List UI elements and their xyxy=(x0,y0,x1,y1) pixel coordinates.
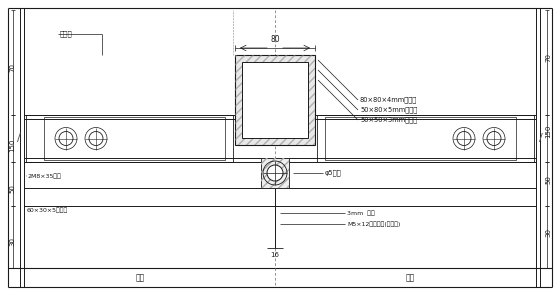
Text: M5×12不锈锤钉(住建候): M5×12不锈锤钉(住建候) xyxy=(347,221,400,227)
Bar xyxy=(242,62,308,138)
Bar xyxy=(261,158,289,188)
Bar xyxy=(44,117,225,160)
Text: 150: 150 xyxy=(9,138,15,152)
Text: 16: 16 xyxy=(270,252,279,258)
Bar xyxy=(235,55,315,145)
Text: 30: 30 xyxy=(9,237,15,246)
Text: 80×80×4mm角铝管: 80×80×4mm角铝管 xyxy=(360,97,417,103)
Text: 150: 150 xyxy=(545,125,551,138)
Bar xyxy=(261,158,289,188)
Text: 结构层: 结构层 xyxy=(60,31,73,37)
Text: /: / xyxy=(17,134,21,143)
Text: /: / xyxy=(539,134,543,143)
Text: 50: 50 xyxy=(9,184,15,193)
Text: 50: 50 xyxy=(545,175,551,184)
Circle shape xyxy=(487,132,501,145)
Text: 30: 30 xyxy=(545,228,551,237)
Text: φ5铆铉: φ5铆铉 xyxy=(325,170,342,176)
Text: 70: 70 xyxy=(545,53,551,63)
Circle shape xyxy=(89,132,103,145)
Text: 剪切: 剪切 xyxy=(405,273,414,283)
Bar xyxy=(317,115,534,162)
Circle shape xyxy=(457,132,471,145)
Bar xyxy=(26,115,233,162)
Text: 3mm  转材: 3mm 转材 xyxy=(347,210,375,216)
Bar xyxy=(325,117,516,160)
Text: 70: 70 xyxy=(9,63,15,71)
Text: 50×50×3mm角铝管: 50×50×3mm角铝管 xyxy=(360,117,417,123)
Text: 60×30×5槽铝滑: 60×30×5槽铝滑 xyxy=(27,207,68,213)
Text: 50×80×5mm角铝管: 50×80×5mm角铝管 xyxy=(360,107,417,113)
Text: 80: 80 xyxy=(270,35,280,44)
Circle shape xyxy=(267,165,283,181)
Text: 剪切: 剪切 xyxy=(136,273,144,283)
Text: 2M8×35螺栋: 2M8×35螺栋 xyxy=(27,173,61,179)
Circle shape xyxy=(59,132,73,145)
Bar xyxy=(235,55,315,145)
